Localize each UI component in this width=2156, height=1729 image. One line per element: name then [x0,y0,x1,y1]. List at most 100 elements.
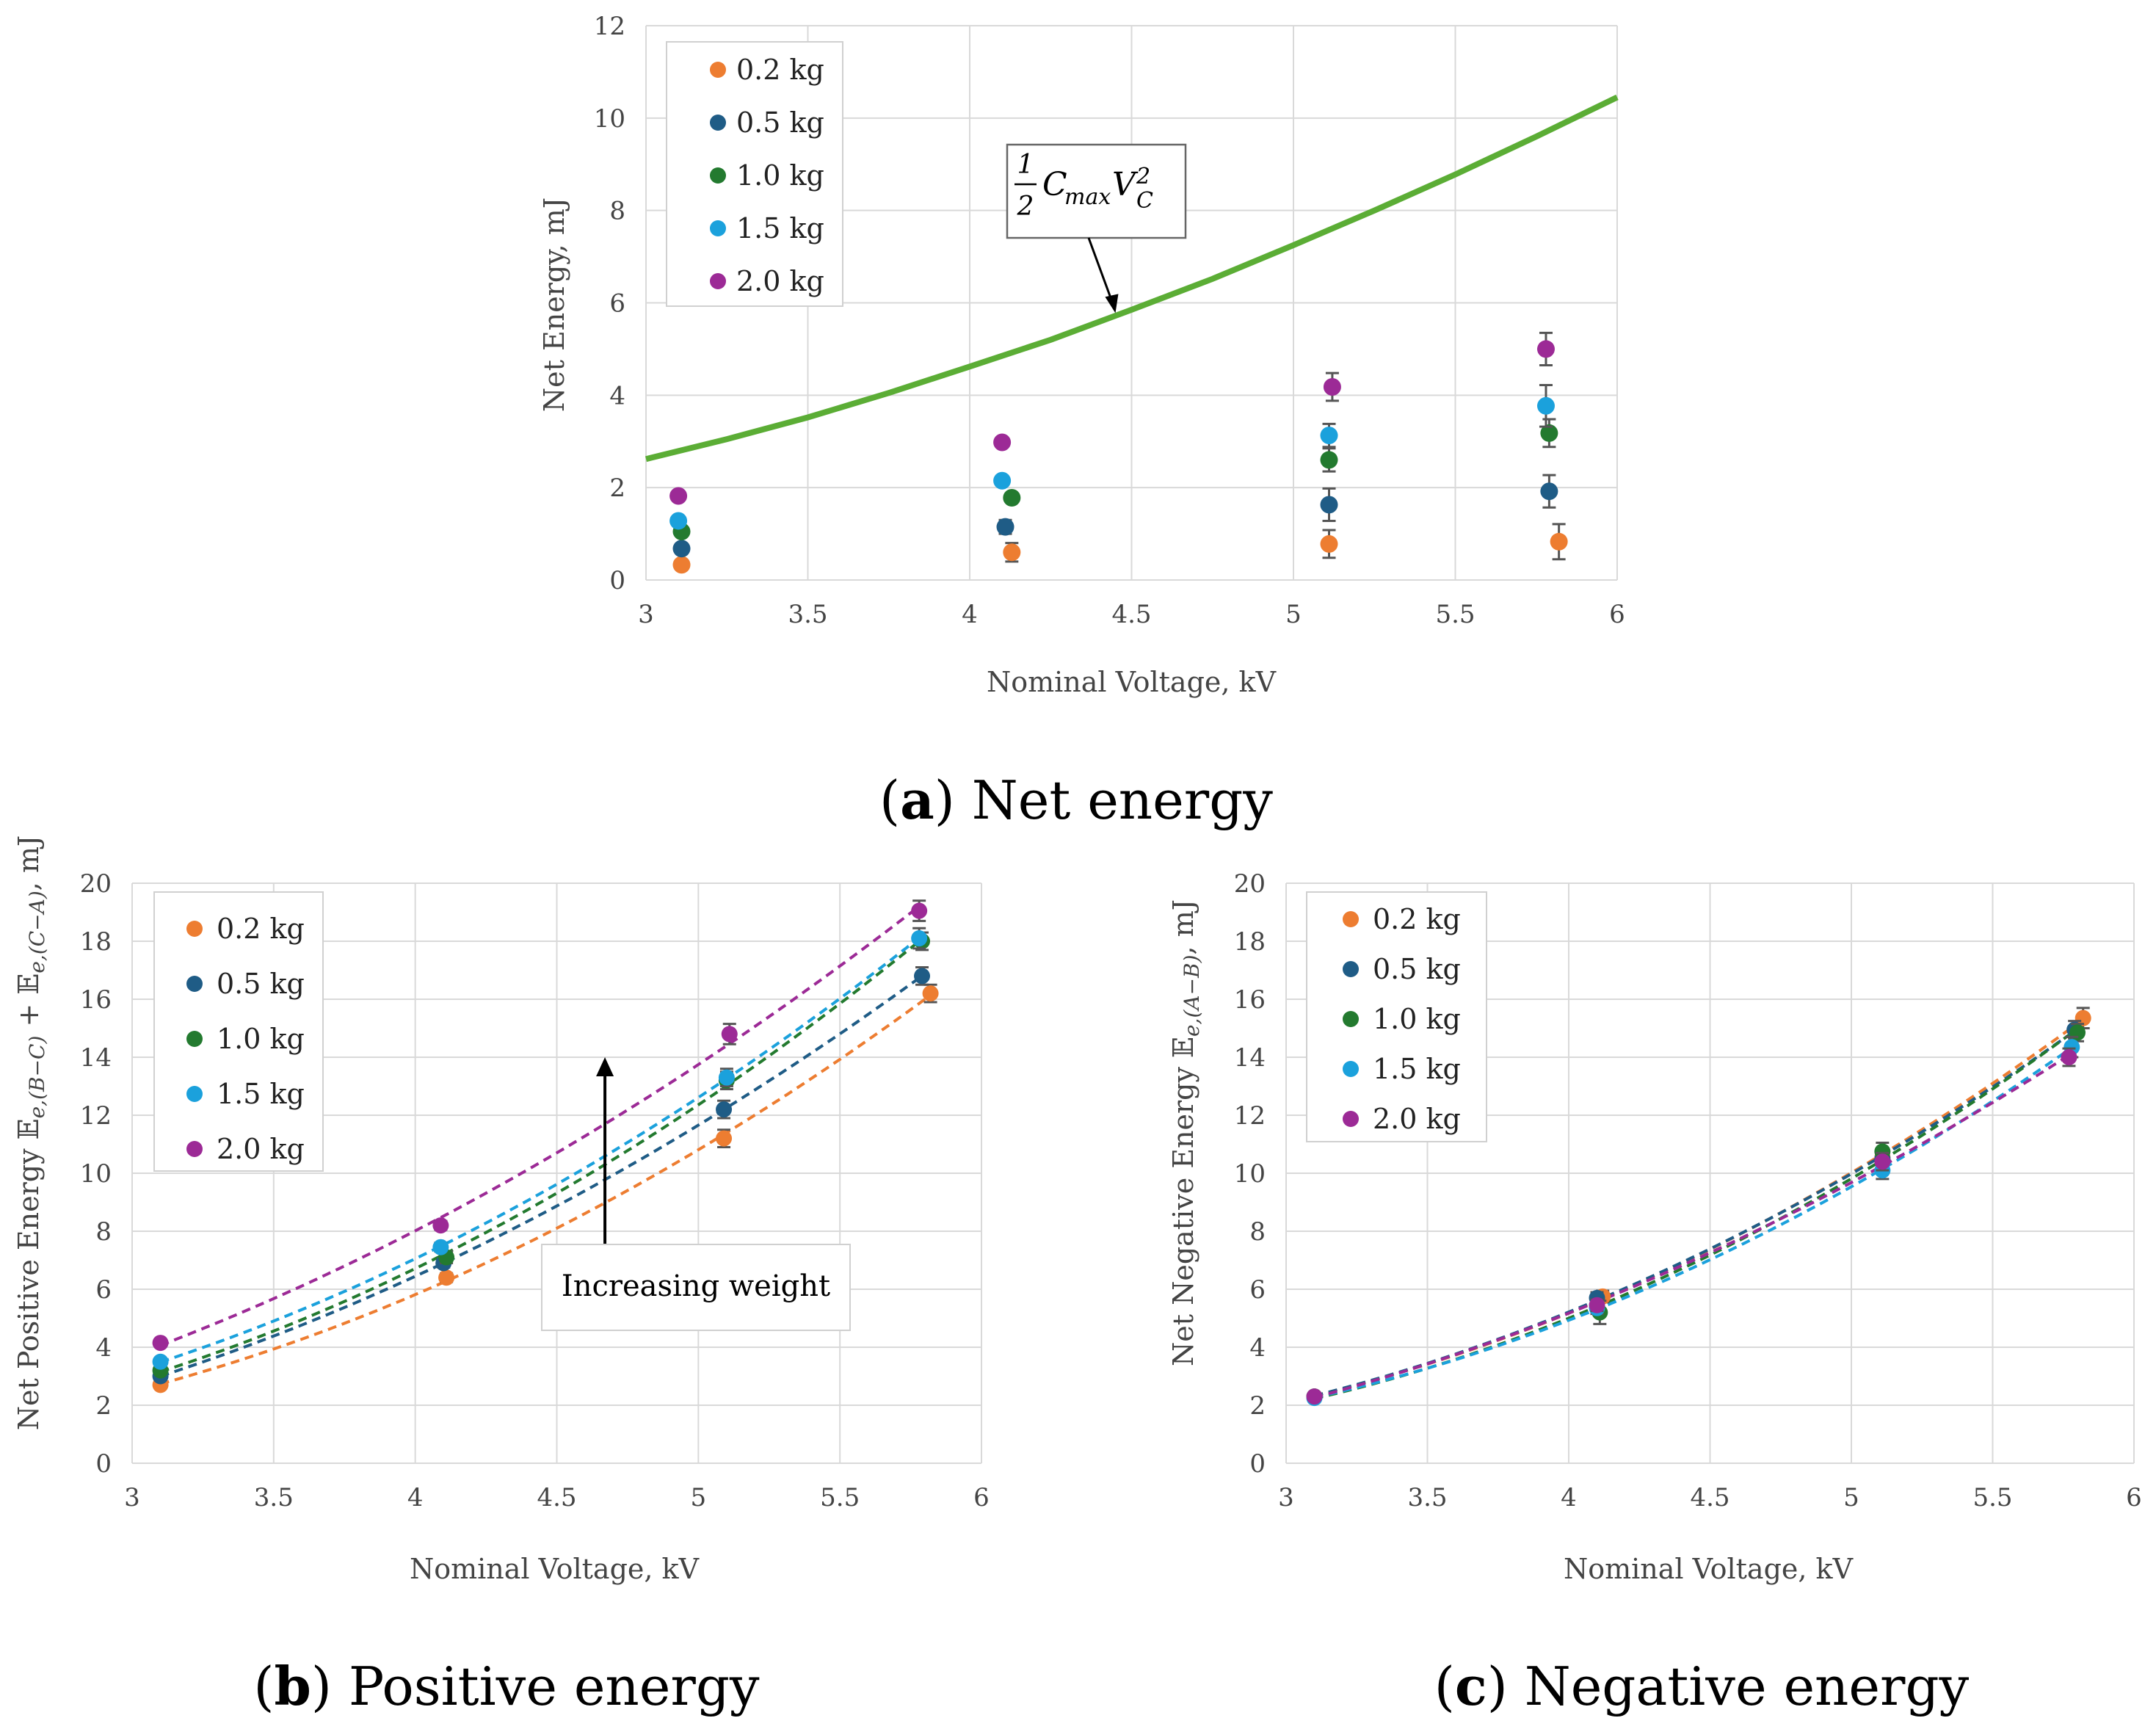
y-tick-label: 14 [1234,1043,1266,1073]
panel-b-data-points [152,899,939,1393]
legend-marker-0-5-kg [710,115,726,131]
y-tick-label: 8 [1249,1217,1266,1247]
legend-label-2-0-kg: 2.0 kg [736,265,824,297]
panel-b-caption-label: b [275,1655,311,1717]
y-tick-label: 10 [1234,1159,1266,1189]
panel-c-legend-box [1306,891,1487,1142]
annotation-squared-superscript: 2 [1136,164,1150,189]
data-point-2-0-kg [1306,1388,1323,1405]
panel-c-ylabel-sub1: e,(A−B) [1180,954,1204,1037]
legend-label-1-5-kg: 1.5 kg [217,1078,305,1110]
y-tick-label: 2 [95,1391,112,1421]
panel-b-ylabel-e1: 𝔼 [12,1118,45,1139]
panel-a-legend-box [666,41,843,307]
annotation-fraction-numerator: 1 [1017,150,1034,180]
data-point-2-0-kg [993,433,1012,452]
panel-c-ylabel-prefix: Net Negative Energy [1167,1058,1199,1366]
legend-marker-1-0-kg [1343,1011,1359,1027]
panel-c-grid [1285,882,2135,1464]
legend-label-0-2-kg: 0.2 kg [1373,903,1461,935]
y-tick-label: 20 [80,869,112,899]
legend-label-2-0-kg: 2.0 kg [217,1133,305,1165]
legend-label-0-5-kg: 0.5 kg [736,106,824,139]
data-point-1-0-kg [1540,424,1558,442]
y-tick-label: 10 [80,1159,112,1189]
y-tick-label: 0 [1249,1449,1266,1479]
annotation-c-symbol: C [1042,166,1067,203]
panel-c-y-axis-label: Net Negative Energy 𝔼e,(A−B), mJ [1167,899,1204,1366]
data-point-1-5-kg [993,471,1012,490]
data-point-1-5-kg [1320,427,1338,445]
y-tick-label: 20 [1234,869,1266,899]
data-point-1-0-kg [1003,489,1021,507]
data-point-1-5-kg [911,930,928,947]
increasing-weight-box [541,1244,851,1331]
y-tick-label: 8 [95,1217,112,1247]
data-point-0-2-kg [2075,1010,2091,1026]
trend-line-1-5-kg [1314,1046,2073,1399]
panel-a-annotation-box [1006,143,1187,239]
panel-a-caption-label: a [900,769,934,831]
legend-marker-2-0-kg [710,273,726,289]
panel-a-x-axis-label: Nominal Voltage, kV [987,666,1277,698]
y-tick-label: 18 [80,927,112,957]
panel-b-weight-annotation: Increasing weight [541,1057,851,1331]
annotation-arrow-line [1087,237,1114,303]
panel-c-ylabel-e1: 𝔼 [1167,1037,1199,1058]
data-point-1-5-kg [1536,396,1555,415]
trend-line-2-0-kg [159,905,921,1347]
y-tick-label: 12 [80,1101,112,1131]
y-tick-label: 18 [1234,927,1266,957]
data-point-2-0-kg [1323,378,1341,396]
data-point-1-0-kg [1320,451,1338,469]
panel-b-tick-labels: 3 3.5 4 4.5 5 5.5 6 0 2 4 6 8 10 12 14 16 18 20 [80,869,990,1512]
y-tick-label: 4 [609,381,625,410]
y-tick-label: 6 [95,1275,112,1305]
legend-marker-0-2-kg [1343,911,1359,927]
y-tick-label: 6 [609,289,625,319]
data-point-0-5-kg [914,968,931,985]
trend-line-0-2-kg [160,993,932,1385]
panel-b-caption-text: Positive energy [349,1656,760,1717]
panel-c-data-points [1306,1007,2091,1407]
x-tick-label: 5.5 [1435,600,1475,629]
panel-c-caption-text: Negative energy [1525,1656,1970,1717]
data-point-2-0-kg [1536,340,1555,358]
x-tick-label: 6 [973,1483,990,1512]
panel-b-legend: 0.2 kg 0.5 kg 1.0 kg 1.5 kg 2.0 kg [153,891,324,1172]
panel-b-ylabel-suffix: , mJ [12,835,45,891]
x-tick-label: 3.5 [1407,1483,1447,1512]
x-tick-label: 6 [1609,600,1625,629]
data-point-1-5-kg [718,1069,735,1086]
annotation-max-subscript: max [1064,184,1111,210]
legend-marker-1-0-kg [710,167,726,184]
data-point-0-2-kg [1003,543,1021,562]
y-tick-label: 2 [609,474,625,503]
data-point-2-0-kg [669,487,688,505]
x-tick-label: 3 [1278,1483,1294,1512]
trend-line-0-5-kg [1314,1029,2076,1398]
x-tick-label: 5.5 [820,1483,860,1512]
y-tick-label: 0 [609,566,625,595]
legend-label-1-0-kg: 1.0 kg [736,159,824,192]
panel-b-positive-energy: 3 3.5 4 4.5 5 5.5 6 0 2 4 6 8 10 12 14 16 18 20 Nominal V… [12,835,990,1717]
legend-label-1-0-kg: 1.0 kg [1373,1003,1461,1035]
panel-b-ylabel-sub1: e,(B−C) [25,1036,49,1119]
panel-c-legend: 0.2 kg 0.5 kg 1.0 kg 1.5 kg 2.0 kg [1306,891,1487,1142]
panel-b-ylabel-e2: 𝔼 [12,974,45,995]
y-tick-label: 12 [1234,1101,1266,1131]
x-tick-label: 3 [638,600,654,629]
annotation-c-subscript: C [1136,188,1153,214]
legend-marker-1-5-kg [1343,1061,1359,1077]
x-tick-label: 4 [1561,1483,1577,1512]
x-tick-label: 5.5 [1972,1483,2012,1512]
data-point-0-2-kg [1550,532,1568,551]
y-tick-label: 14 [80,1043,112,1073]
panel-c-caption: (c) Negative energy [1434,1655,1970,1717]
x-tick-label: 4 [407,1483,424,1512]
data-point-0-5-kg [996,518,1015,536]
x-tick-label: 3.5 [788,600,827,629]
